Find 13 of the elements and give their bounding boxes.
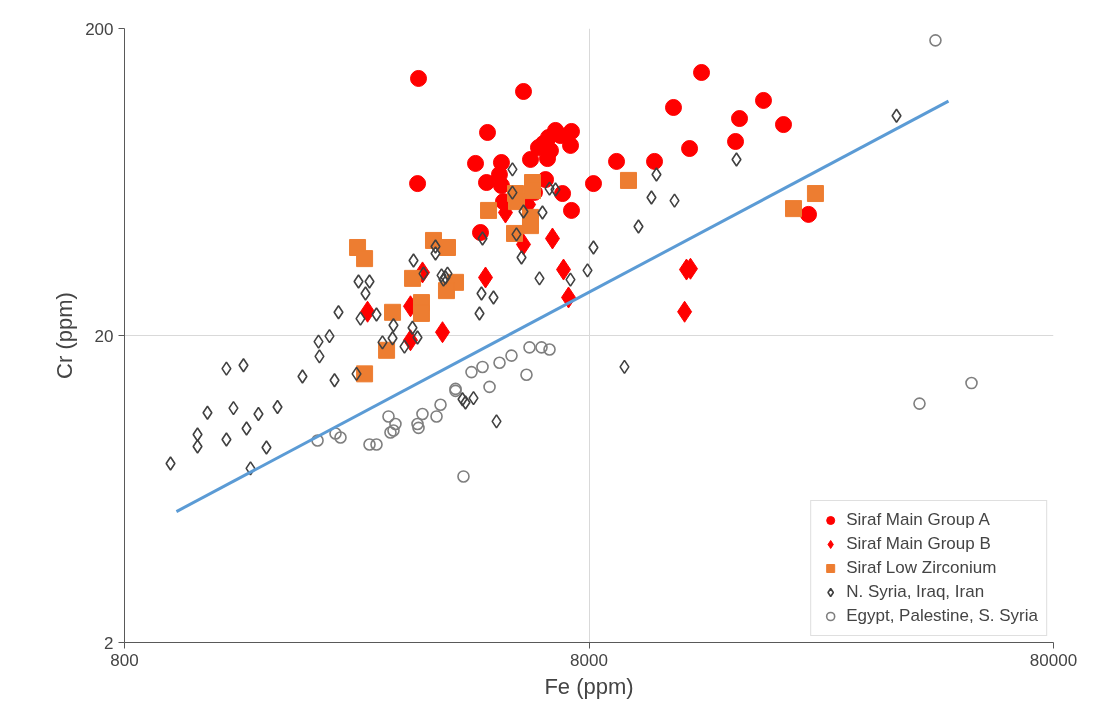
legend-label: Siraf Main Group A	[846, 509, 990, 531]
legend-label: Egypt, Palestine, S. Syria	[846, 605, 1038, 627]
legend-label: N. Syria, Iraq, Iran	[846, 581, 985, 603]
legend-label: Siraf Main Group B	[846, 533, 991, 555]
y-tick-label: 20	[94, 326, 114, 346]
y-axis-title: Cr (ppm)	[52, 292, 78, 379]
x-tick-label: 80000	[1029, 650, 1078, 670]
y-tick-label: 2	[104, 633, 114, 653]
x-tick-label: 800	[110, 650, 139, 670]
x-axis-title: Fe (ppm)	[544, 673, 634, 699]
x-tick-label: 8000	[570, 650, 608, 670]
y-tick-label: 200	[85, 19, 114, 39]
legend-label: Siraf Low Zirconium	[846, 557, 997, 579]
